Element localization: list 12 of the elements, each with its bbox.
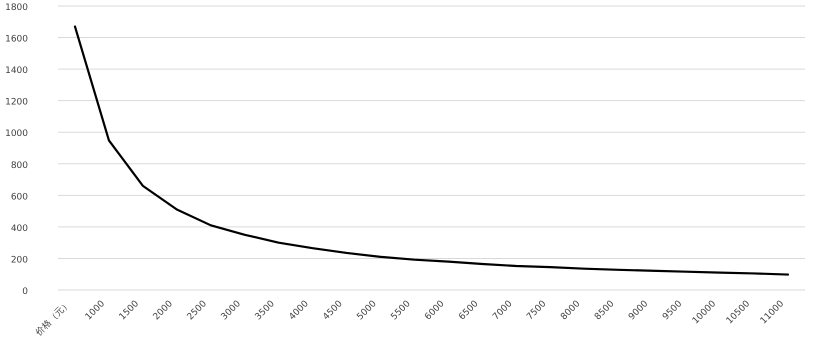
- y-tick-label: 1000: [5, 129, 28, 140]
- y-tick-label: 1600: [5, 34, 28, 45]
- y-tick-label: 800: [10, 160, 28, 171]
- y-tick-label: 1400: [5, 66, 28, 76]
- y-tick-label: 400: [10, 224, 28, 234]
- y-tick-label: 0: [22, 287, 28, 297]
- y-tick-label: 600: [10, 192, 28, 202]
- y-tick-label: 1200: [5, 98, 28, 108]
- line-series: [74, 25, 790, 276]
- y-tick-label: 1800: [5, 3, 28, 13]
- x-tick-label: 价格（元）: [32, 298, 74, 339]
- y-tick-label: 200: [10, 255, 28, 266]
